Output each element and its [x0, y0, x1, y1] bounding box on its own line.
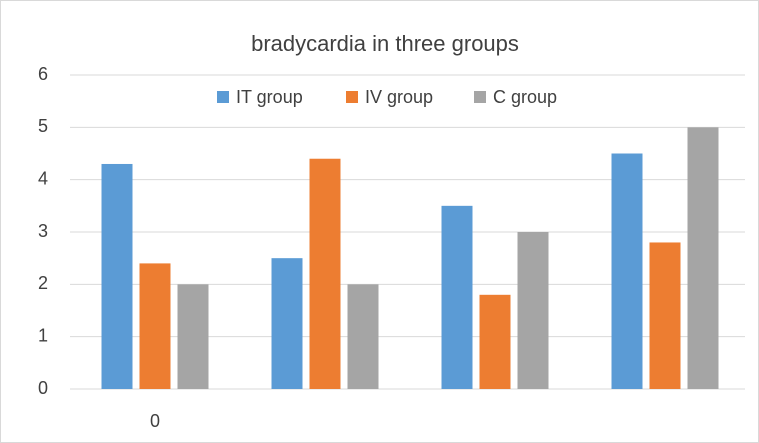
legend-swatch: [346, 91, 358, 103]
bar: [611, 153, 643, 389]
bar: [441, 205, 473, 389]
x-tick-label: 0: [150, 411, 160, 431]
legend-swatch: [474, 91, 486, 103]
bar: [101, 163, 133, 389]
y-tick-label: 3: [38, 221, 48, 241]
bar: [687, 127, 719, 389]
y-tick-label: 0: [38, 378, 48, 398]
bar: [177, 284, 209, 389]
bar: [139, 263, 171, 389]
legend-label: C group: [493, 87, 557, 107]
legend-label: IV group: [365, 87, 433, 107]
bar: [517, 232, 549, 389]
bar: [649, 242, 681, 389]
y-tick-label: 1: [38, 325, 48, 345]
chart-title: bradycardia in three groups: [251, 31, 519, 56]
legend-label: IT group: [236, 87, 303, 107]
bar: [479, 294, 511, 389]
y-tick-label: 4: [38, 168, 48, 188]
y-tick-label: 6: [38, 64, 48, 84]
bar: [309, 158, 341, 389]
legend-swatch: [217, 91, 229, 103]
bar: [271, 258, 303, 389]
bar: [347, 284, 379, 389]
y-tick-label: 5: [38, 116, 48, 136]
y-tick-label: 2: [38, 273, 48, 293]
